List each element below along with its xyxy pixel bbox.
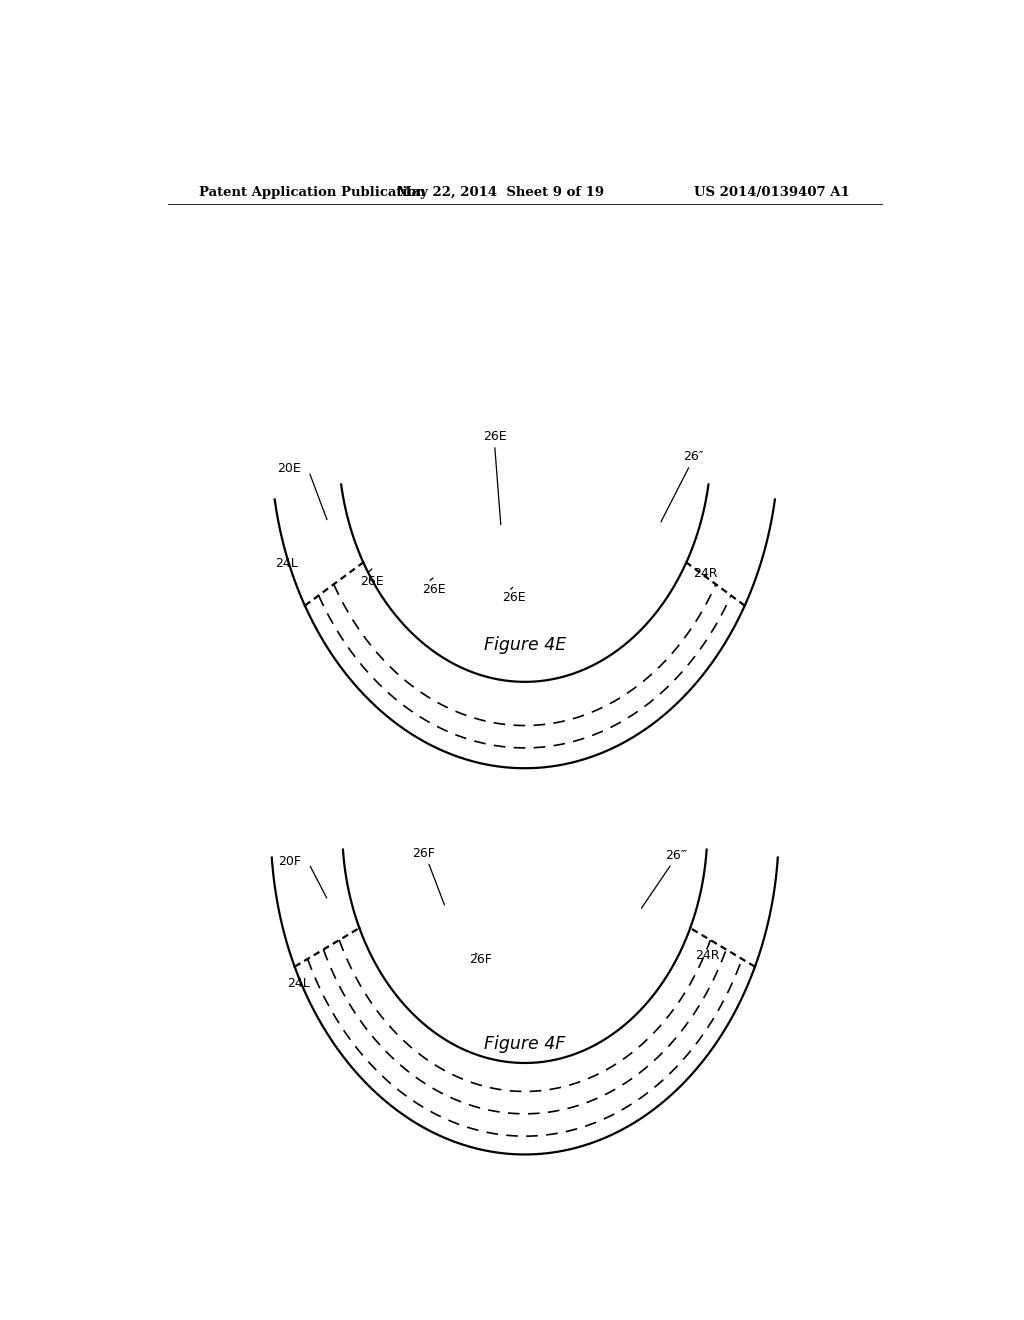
Text: 26E: 26E xyxy=(360,576,384,589)
Text: 24R: 24R xyxy=(693,566,718,579)
Text: May 22, 2014  Sheet 9 of 19: May 22, 2014 Sheet 9 of 19 xyxy=(397,186,604,199)
Text: Patent Application Publication: Patent Application Publication xyxy=(200,186,426,199)
Text: 20E: 20E xyxy=(278,462,301,475)
Text: 20F: 20F xyxy=(278,855,301,869)
Text: 26‴: 26‴ xyxy=(666,849,687,862)
Text: Figure 4E: Figure 4E xyxy=(483,636,566,655)
Text: 24R: 24R xyxy=(694,949,719,962)
Text: US 2014/0139407 A1: US 2014/0139407 A1 xyxy=(694,186,850,199)
Text: 26″: 26″ xyxy=(684,450,703,463)
Text: 26E: 26E xyxy=(483,430,507,444)
Text: 24L: 24L xyxy=(287,977,309,990)
Text: 26F: 26F xyxy=(469,953,493,966)
Text: 26E: 26E xyxy=(503,591,526,605)
Text: 26F: 26F xyxy=(412,846,435,859)
Text: Figure 4F: Figure 4F xyxy=(484,1035,565,1052)
Text: 26E: 26E xyxy=(422,583,445,597)
Text: 24L: 24L xyxy=(275,557,298,570)
